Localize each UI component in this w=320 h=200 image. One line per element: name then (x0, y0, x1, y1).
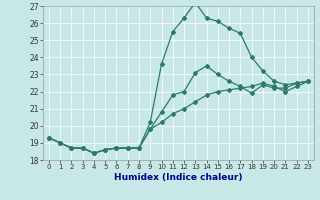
X-axis label: Humidex (Indice chaleur): Humidex (Indice chaleur) (114, 173, 243, 182)
